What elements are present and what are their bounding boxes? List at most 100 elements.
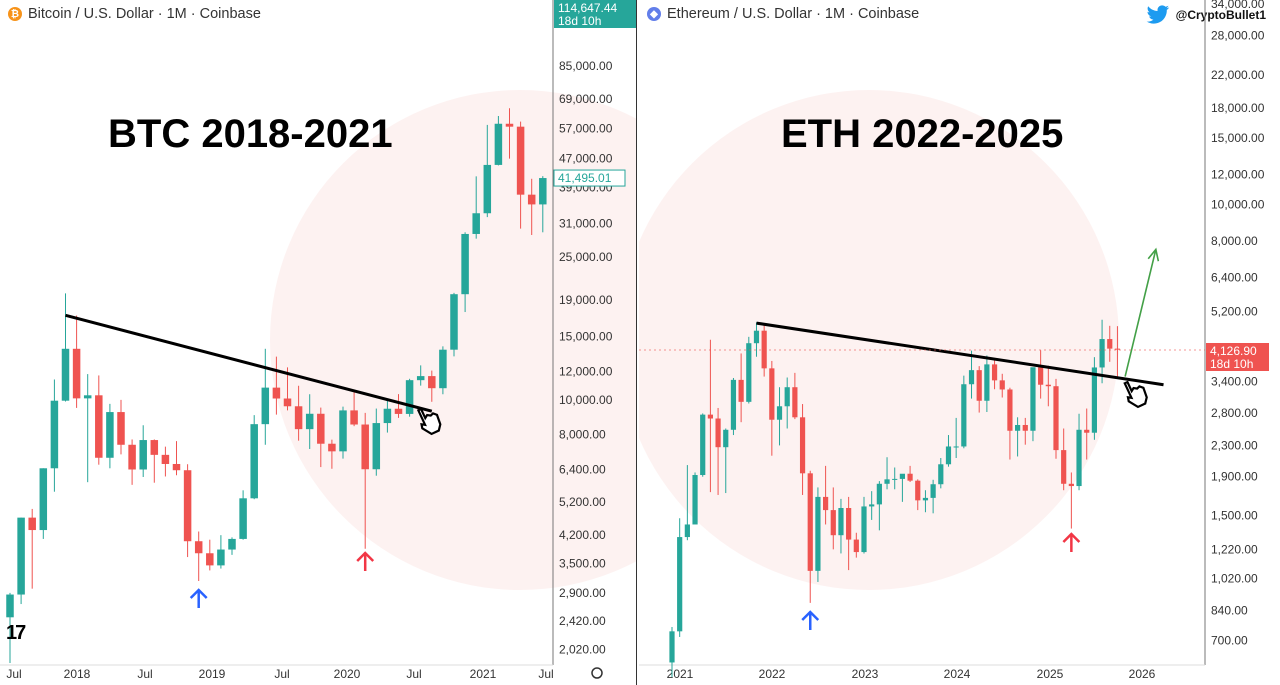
candle-body <box>730 379 737 430</box>
candle-body <box>846 508 852 540</box>
eth-chart-header-text: Ethereum / U.S. Dollar · 1M · Coinbase <box>667 6 920 22</box>
candle-body <box>383 408 392 424</box>
candle-body <box>228 538 236 550</box>
watermark-circle <box>639 90 1119 590</box>
y-tick-label: 12,000.00 <box>1211 168 1265 182</box>
x-tick-label: 2021 <box>667 667 694 681</box>
y-tick-label: 25,000.00 <box>559 250 613 264</box>
up-arrow-head <box>356 551 375 562</box>
candle-body <box>1015 424 1021 431</box>
x-tick-label: Jul <box>137 667 152 681</box>
candle-body <box>968 370 975 385</box>
y-tick-label: 57,000.00 <box>559 122 613 136</box>
btc-chart-panel: ₿ Bitcoin / U.S. Dollar · 1M · Coinbase … <box>0 0 637 685</box>
y-tick-label: 8,000.00 <box>559 428 606 442</box>
candle-body <box>50 400 59 469</box>
candle-body <box>6 594 14 618</box>
candle-body <box>328 443 336 452</box>
y-tick-label: 2,800.00 <box>1211 406 1258 420</box>
y-tick-label: 69,000.00 <box>559 92 613 106</box>
candle-body <box>1068 483 1074 487</box>
candle-body <box>1076 429 1082 487</box>
resistance-trendline <box>65 313 433 413</box>
candle-body <box>128 444 136 470</box>
x-tick-label: 2025 <box>1037 667 1064 681</box>
candle-body <box>692 475 698 525</box>
price-badge-countdown: 18d 10h <box>1210 357 1253 371</box>
candle-body <box>907 473 913 481</box>
y-tick-label: 15,000.00 <box>559 330 613 344</box>
y-tick-label: 47,000.00 <box>559 152 613 166</box>
candle-body <box>461 233 469 295</box>
candle-body <box>861 506 867 553</box>
candle-body <box>305 413 314 430</box>
candle-body <box>1030 367 1036 431</box>
up-arrow-head <box>801 610 820 621</box>
x-tick-label: 2024 <box>944 667 971 681</box>
gear-icon <box>591 667 603 679</box>
candle-body <box>753 330 760 344</box>
candle-body <box>72 348 81 399</box>
x-tick-label: 2020 <box>334 667 361 681</box>
candle-body <box>1107 339 1113 349</box>
candle-body <box>317 413 325 444</box>
x-tick-label: 2019 <box>199 667 226 681</box>
candle-body <box>915 480 921 501</box>
bitcoin-icon: ₿ <box>8 7 22 21</box>
candle-body <box>815 496 821 571</box>
btc-chart-header: ₿ Bitcoin / U.S. Dollar · 1M · Coinbase <box>8 6 261 22</box>
candle-body <box>494 123 503 165</box>
y-tick-label: 6,400.00 <box>1211 271 1258 285</box>
candle-body <box>677 537 683 632</box>
candle-body <box>769 368 775 420</box>
tradingview-logo: 17 <box>6 622 26 644</box>
twitter-handle: @CryptoBullet1 <box>1146 5 1266 25</box>
pointing-hand-shape <box>416 407 442 436</box>
candle-body <box>738 379 744 402</box>
y-tick-label: 3,500.00 <box>559 557 606 571</box>
btc-chart-header-text: Bitcoin / U.S. Dollar · 1M · Coinbase <box>28 6 261 22</box>
candle-body <box>1038 367 1044 385</box>
candle-body <box>684 524 690 538</box>
price-badge-value: 114,647.44 <box>558 1 617 15</box>
x-tick-label: 2018 <box>64 667 91 681</box>
candle-body <box>838 508 844 536</box>
candle-body <box>869 504 875 507</box>
candle-body <box>183 470 192 542</box>
candle-body <box>416 376 425 381</box>
y-tick-label: 1,500.00 <box>1211 508 1258 522</box>
candle-body <box>892 478 898 480</box>
twitter-bird-icon <box>1146 5 1169 24</box>
candle-body <box>239 498 247 539</box>
candle-body <box>669 631 675 663</box>
candle-body <box>294 406 303 430</box>
candle-body <box>150 440 159 455</box>
candle-body <box>799 417 806 474</box>
pointing-hand-icon <box>1123 380 1148 409</box>
candle-body <box>283 398 292 407</box>
candle-body <box>776 406 783 420</box>
x-tick-label: 2023 <box>852 667 879 681</box>
y-tick-label: 28,000.00 <box>1211 29 1265 43</box>
y-tick-label: 4,200.00 <box>559 528 606 542</box>
price-badge-value: 4,126.90 <box>1210 344 1257 358</box>
candle-body <box>930 484 936 498</box>
btc-chart-svg: 85,000.0069,000.0057,000.0047,000.0039,0… <box>0 0 636 681</box>
x-tick-label: 2022 <box>759 667 786 681</box>
candle-body <box>83 395 92 399</box>
eth-chart-panel: ◆ Ethereum / U.S. Dollar · 1M · Coinbase… <box>639 0 1280 685</box>
candle-body <box>746 343 752 402</box>
candle-body <box>217 549 225 566</box>
candle-body <box>884 479 890 484</box>
current-price-value: 41,495.01 <box>558 171 612 185</box>
y-tick-label: 8,000.00 <box>1211 234 1258 248</box>
projection-arrow-line <box>1124 249 1157 377</box>
y-tick-label: 6,400.00 <box>559 462 606 476</box>
candle-body <box>823 496 829 511</box>
y-tick-label: 19,000.00 <box>559 293 613 307</box>
candle-body <box>723 429 729 448</box>
candle-body <box>899 473 905 479</box>
y-tick-label: 22,000.00 <box>1211 68 1265 82</box>
candle-body <box>784 387 790 407</box>
candle-body <box>450 294 458 350</box>
